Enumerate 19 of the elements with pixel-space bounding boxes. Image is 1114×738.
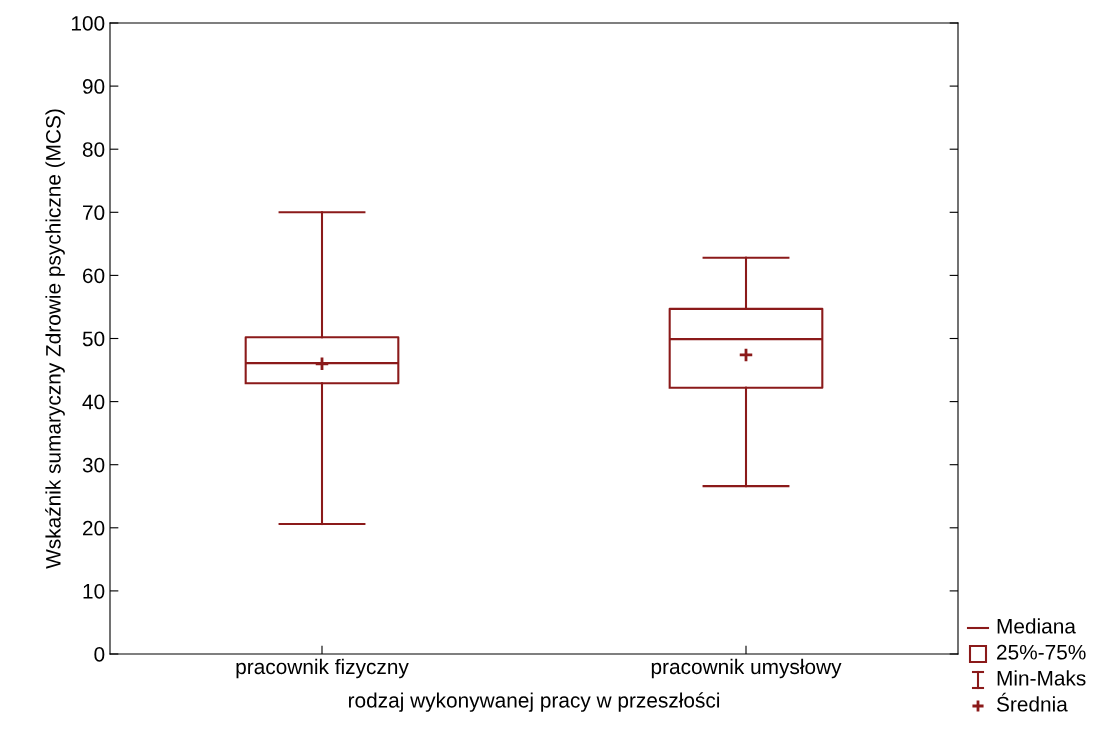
text: Średnia: [996, 692, 1068, 712]
text: Min-Maks: [997, 670, 1086, 686]
y-tick-label: 10: [83, 583, 105, 599]
y-tick-label: 50: [82, 331, 105, 347]
y-tick-label: 70: [83, 205, 105, 221]
y-tick-label: 60: [83, 268, 105, 284]
text: 25%-75%: [997, 644, 1086, 660]
y-tick-label: 20: [83, 520, 105, 536]
x-axis-title: rodzaj wykonywanej pracy w przeszłości: [348, 692, 720, 712]
text: Mediana: [997, 618, 1076, 634]
y-tick-label: 80: [82, 142, 105, 157]
y-tick-label: 40: [82, 394, 105, 410]
y-axis-title: Wskaźnik sumaryczny Zdrowie psychiczne (MCS): [45, 109, 65, 569]
x-tick-label: pracownik umysłowy: [651, 658, 842, 679]
x-tick-label: pracownik fizyczny: [236, 658, 409, 679]
y-tick-label: 0: [94, 647, 105, 662]
y-tick-label: 90: [82, 79, 105, 94]
y-tick-label: 30: [82, 457, 105, 473]
y-tick-label: 100: [71, 16, 105, 31]
